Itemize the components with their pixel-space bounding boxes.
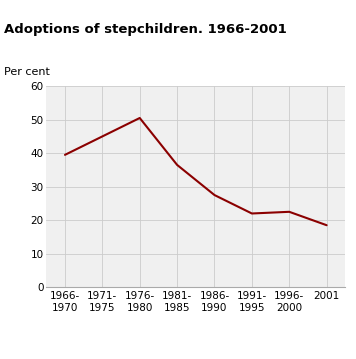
Text: Adoptions of stepchildren. 1966-2001: Adoptions of stepchildren. 1966-2001 bbox=[4, 23, 286, 36]
Text: Per cent: Per cent bbox=[4, 67, 49, 77]
